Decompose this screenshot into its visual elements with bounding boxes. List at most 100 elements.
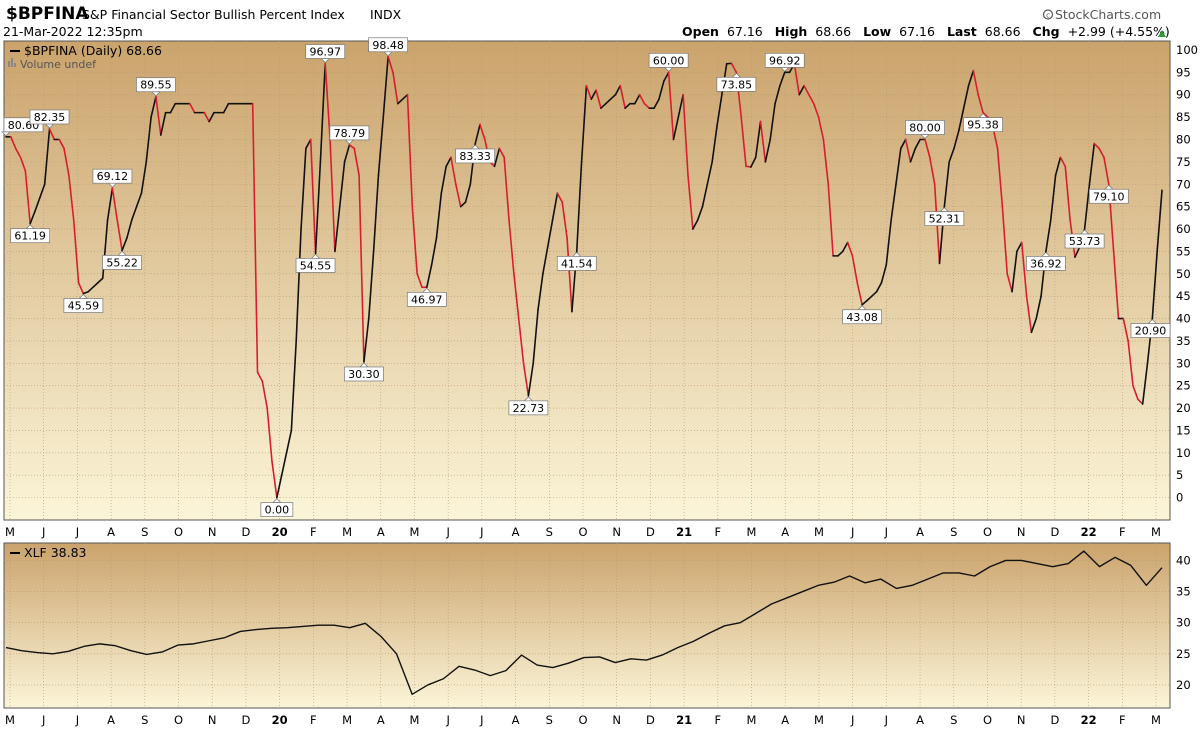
x-tick-label: M [747,713,757,727]
callout-box [344,366,384,382]
bpfina-segment [455,183,462,208]
chart-header: $BPFINA S&P Financial Sector Bullish Per… [3,4,1170,39]
value-callout: 55.22 [102,250,142,270]
bpfina-segment [135,192,143,208]
volume-icon [8,58,16,67]
callout-box [764,52,805,68]
bpfina-segment [716,93,723,127]
x-tick-label: N [208,713,217,727]
callout-label: 30.30 [348,368,380,381]
bpfina-segment [522,362,530,397]
callout-label: 22.73 [513,402,545,415]
y-tick-label: 70 [1176,177,1191,191]
y-tick-label: 25 [1176,379,1191,393]
x-tick-label: M [342,713,352,727]
chg-label: Chg [1033,24,1060,39]
bpfina-segment [754,120,762,159]
bpfina-segment [82,290,90,295]
bpfina-segment [711,125,718,163]
bpfina-segment [759,120,767,163]
value-callout: 89.55 [136,77,176,97]
xlf-plot-area [3,542,1171,709]
bpfina-segment [687,174,694,230]
bpfina-segment [97,277,104,284]
x-tick-label: F [715,713,722,727]
value-callout: 46.97 [406,287,447,307]
bpfina-segment [1016,241,1023,253]
main-gridlines [4,41,1170,520]
value-callout: 0.00 [260,498,294,517]
x-tick-label: M [410,713,420,727]
y-tick-label: 85 [1176,110,1191,124]
bpfina-segment [387,55,394,74]
x-tick-label: N [612,525,621,539]
y-tick-label: 100 [1176,43,1198,57]
bpfina-segment [68,174,75,221]
bpfina-segment [1156,189,1163,253]
chg-value: +2.99 (+4.55%) [1068,24,1170,39]
callout-box [368,37,408,53]
bpfina-segment [904,138,912,163]
x-tick-label: J [41,713,45,727]
bpfina-segment [145,116,152,163]
high-label: High [775,24,808,39]
y-tick-label: 40 [1176,553,1191,567]
value-callout: 53.73 [1064,229,1105,249]
up-arrow-icon [1158,30,1166,37]
y-tick-label: 20 [1176,678,1191,692]
value-callout: 96.97 [305,44,346,64]
bpfina-segment [1088,142,1096,186]
x-tick-label: O [578,713,587,727]
bpfina-segment [290,340,298,432]
callout-label: 73.85 [721,78,753,91]
bpfina-segment [464,183,472,203]
bpfina-segment [343,144,351,163]
bpfina-segment [1074,246,1081,258]
bpfina-segment [39,183,46,199]
bpfina-segment [653,98,660,109]
bpfina-segment [106,187,114,221]
bpfina-segment [856,281,863,306]
x-tick-label: D [646,713,655,727]
x-tick-label: J [445,525,449,539]
bpfina-segment [1030,317,1038,334]
x-tick-label: 20 [272,713,288,727]
bpfina-segment [305,138,312,150]
bpfina-segment [140,161,148,195]
callout-box [329,125,370,141]
bpfina-segment [150,95,157,118]
bpfina-segment [575,161,583,253]
last-label: Last [947,24,977,39]
x-tick-label: D [242,713,251,727]
bpfina-segment [121,237,128,252]
callout-label: 43.08 [846,311,878,324]
callout-box [1064,233,1105,249]
x-tick-label: D [646,525,655,539]
bpfina-segment [1122,317,1129,342]
bpfina-segment [319,62,327,163]
bpfina-segment [126,219,133,239]
bpfina-segment [116,219,123,252]
bpfina-segment [977,93,984,114]
bpfina-segment [779,71,786,87]
callout-label: 41.54 [561,257,593,270]
bpfina-segment [546,219,554,248]
callout-box [648,52,689,68]
value-callout: 82.35 [29,109,70,129]
value-callout: 30.30 [344,362,384,382]
bpfina-segment [450,156,457,186]
x-tick-label: J [479,713,483,727]
x-tick-label: M [814,525,824,539]
bpfina-segment [914,138,921,150]
x-tick-label: A [781,525,789,539]
brand-label[interactable]: StockCharts.com [1055,7,1161,22]
bpfina-segment [392,71,399,105]
bpfina-segment [624,102,631,109]
x-tick-label: O [983,713,992,727]
bpfina-segment [822,138,830,186]
bpfina-segment [338,161,346,208]
value-callout: 79.10 [1088,184,1129,204]
x-tick-label: S [141,713,148,727]
value-callout: 20.90 [1130,319,1171,338]
bpfina-segment [880,264,888,284]
